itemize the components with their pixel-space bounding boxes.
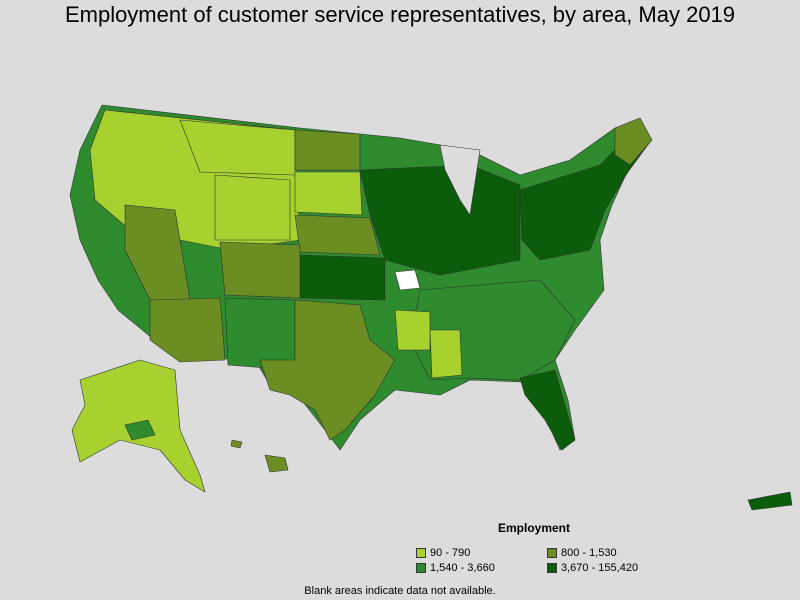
legend-label: 1,540 - 3,660 <box>430 562 495 574</box>
florida-region <box>519 369 576 451</box>
kansas-region <box>299 254 386 301</box>
legend-label: 90 - 790 <box>430 547 471 559</box>
no-data-area <box>394 269 421 291</box>
legend-item-2: 800 - 1,530 <box>547 547 617 559</box>
footnote: Blank areas indicate data not available. <box>304 585 496 597</box>
alaska-anchorage-area <box>124 419 156 441</box>
texas-region <box>259 299 396 441</box>
mississippi-region <box>429 329 463 379</box>
legend-swatch <box>416 563 426 573</box>
legend-label: 3,670 - 155,420 <box>561 562 639 574</box>
hawaii-island-2 <box>230 439 243 449</box>
legend-swatch <box>416 548 426 558</box>
map-title: Employment of customer service represent… <box>64 2 736 27</box>
great-lakes <box>439 144 481 216</box>
north-dakota-region <box>294 129 361 171</box>
puerto-rico-region <box>747 491 793 511</box>
legend-swatch <box>547 548 557 558</box>
arizona-region <box>149 297 226 363</box>
new-mexico-region <box>224 297 296 371</box>
arkansas-region <box>394 309 431 351</box>
nebraska-region <box>294 214 381 256</box>
midwest-region <box>359 164 521 276</box>
legend-item-3: 1,540 - 3,660 <box>416 562 495 574</box>
wyoming-region <box>214 174 291 241</box>
legend-item-1: 90 - 790 <box>416 547 470 559</box>
legend-swatch <box>547 563 557 573</box>
south-dakota-region <box>294 171 363 216</box>
colorado-region <box>219 241 301 299</box>
hawaii-region <box>264 454 289 473</box>
maine-region <box>614 117 653 166</box>
legend-label: 800 - 1,530 <box>561 547 617 559</box>
legend-item-4: 3,670 - 155,420 <box>547 562 638 574</box>
legend-title: Employment <box>498 521 571 535</box>
